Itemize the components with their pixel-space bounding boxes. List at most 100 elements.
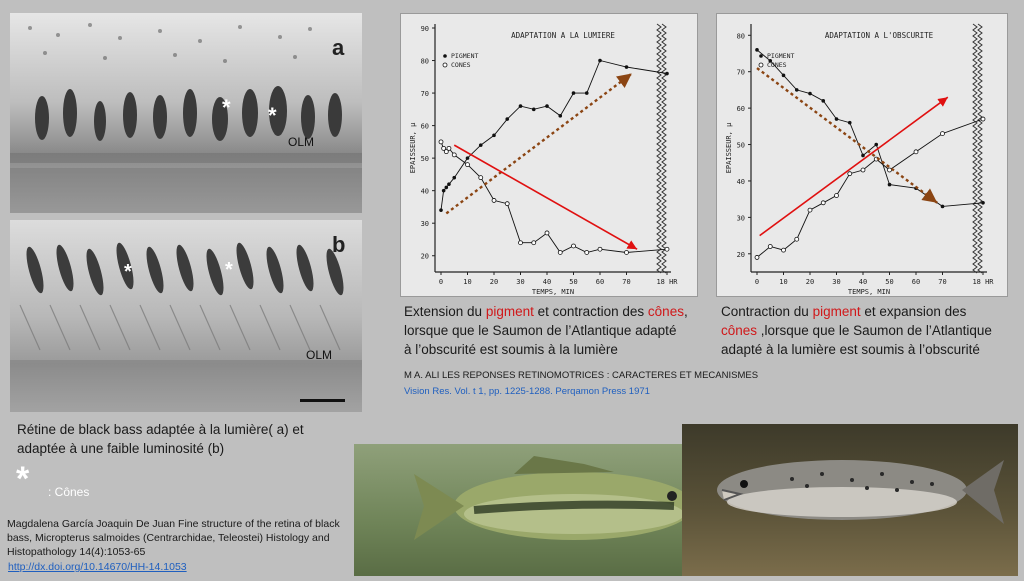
data-point bbox=[820, 200, 826, 206]
reference-garcia-link[interactable]: http://dx.doi.org/10.14670/HH-14.1053 bbox=[8, 561, 187, 573]
x-tick-label: 0 bbox=[439, 278, 443, 286]
trend-arrow-pigment bbox=[445, 72, 633, 215]
data-point bbox=[665, 71, 669, 76]
data-point bbox=[664, 246, 670, 252]
x-tick-label: 40 bbox=[859, 278, 867, 286]
y-tick-label: 80 bbox=[421, 58, 429, 66]
legend-label: PIGMENT bbox=[767, 52, 794, 60]
data-point bbox=[518, 240, 523, 246]
data-point bbox=[624, 250, 629, 255]
micrograph-a-olm: OLM bbox=[288, 135, 314, 149]
data-point bbox=[860, 167, 866, 173]
y-tick-label: 20 bbox=[737, 251, 745, 259]
data-point bbox=[767, 244, 773, 249]
data-point bbox=[754, 255, 760, 260]
series-line-0 bbox=[440, 59, 668, 211]
y-tick-label: 60 bbox=[421, 123, 429, 131]
x-tick-label: 70 bbox=[622, 278, 630, 286]
data-point bbox=[438, 139, 444, 145]
data-point bbox=[465, 162, 470, 168]
caption-dark-line3: adapté à la lumière est soumis à l’obscu… bbox=[721, 342, 980, 357]
data-point bbox=[940, 131, 945, 137]
trend-arrow-cones bbox=[453, 144, 638, 250]
data-point bbox=[834, 117, 839, 121]
legend-star: * bbox=[16, 460, 30, 498]
data-point bbox=[834, 193, 839, 198]
caption-light-part1: Extension du bbox=[404, 304, 486, 319]
x-tick-label: 10 bbox=[463, 278, 471, 286]
photo-atlantic-salmon bbox=[682, 424, 1018, 576]
caption-dark-pigment: pigment bbox=[812, 304, 861, 319]
y-tick-label: 40 bbox=[421, 188, 429, 196]
caption-light-part3: , bbox=[683, 304, 688, 319]
y-tick-label: 50 bbox=[737, 142, 745, 150]
data-point bbox=[492, 133, 496, 138]
data-point bbox=[874, 142, 879, 147]
x-tick-label: 50 bbox=[569, 278, 577, 286]
cone-marker-b2: * bbox=[225, 259, 233, 281]
caption-dark: Contraction du pigment et expansion des … bbox=[721, 302, 1021, 359]
x-tick-label: 50 bbox=[885, 278, 893, 286]
data-point bbox=[887, 182, 892, 187]
x-tick-label: 18 HR bbox=[972, 278, 994, 286]
axis-break bbox=[656, 23, 662, 274]
x-tick-label: 18 HR bbox=[656, 278, 678, 286]
x-tick-label: 20 bbox=[490, 278, 498, 286]
data-point bbox=[940, 204, 945, 209]
caption-light-part2: et contraction des bbox=[533, 304, 648, 319]
micrograph-a: a OLM * * bbox=[10, 13, 362, 213]
x-tick-label: 40 bbox=[543, 278, 551, 286]
legend-cones-text: : Cônes bbox=[48, 485, 90, 499]
data-point bbox=[531, 107, 536, 112]
data-point bbox=[847, 171, 853, 177]
chart-light-svg: 20 30 40 50 60 70 80 90 0 10 20 30 40 50 60 70 18 HR TEMP… bbox=[409, 23, 678, 296]
data-point bbox=[571, 91, 576, 95]
data-point bbox=[545, 104, 549, 108]
data-point bbox=[465, 156, 470, 160]
y-tick-label: 20 bbox=[421, 253, 429, 261]
micrograph-a-image: a OLM * * bbox=[10, 13, 362, 213]
legend-label: CONES bbox=[767, 61, 787, 69]
data-point bbox=[980, 116, 986, 122]
data-point bbox=[491, 198, 497, 203]
x-axis-label: TEMPS, MIN bbox=[848, 288, 890, 296]
legend-marker bbox=[442, 62, 448, 68]
caption-light-cones: cônes bbox=[647, 304, 684, 319]
data-point bbox=[624, 65, 629, 69]
data-point bbox=[597, 246, 603, 252]
data-point bbox=[913, 149, 919, 155]
data-point bbox=[781, 247, 786, 253]
axis-break bbox=[972, 23, 978, 274]
y-axis-label: EPAISSEUR, µ bbox=[409, 122, 417, 173]
caption-dark-part2: et expansion des bbox=[860, 304, 967, 319]
caption-light-line2: lorsque que le Saumon de l’Atlantique ad… bbox=[404, 323, 677, 338]
caption-dark-part1: Contraction du bbox=[721, 304, 813, 319]
data-point bbox=[478, 143, 483, 147]
data-point bbox=[544, 230, 550, 236]
x-tick-label: 10 bbox=[779, 278, 787, 286]
chart-dark-adaptation: 20 30 40 50 60 70 80 0 10 20 30 40 50 60 70 18 HR TEMPS,… bbox=[716, 13, 1008, 297]
micrograph-b-olm: OLM bbox=[306, 348, 332, 362]
data-point bbox=[768, 58, 773, 63]
data-point bbox=[558, 114, 563, 118]
x-tick-label: 70 bbox=[938, 278, 946, 286]
data-point bbox=[446, 145, 452, 151]
data-point bbox=[794, 236, 800, 242]
salmon-illustration bbox=[717, 460, 1004, 524]
legend-label: CONES bbox=[451, 61, 471, 69]
y-tick-label: 60 bbox=[737, 105, 745, 113]
series-line-1 bbox=[440, 141, 668, 254]
data-point bbox=[451, 152, 457, 158]
legend-marker bbox=[758, 62, 764, 68]
y-tick-label: 90 bbox=[421, 25, 429, 33]
data-point bbox=[478, 175, 484, 181]
x-axis-label: TEMPS, MIN bbox=[532, 288, 574, 296]
data-point bbox=[452, 175, 457, 180]
data-point bbox=[441, 188, 446, 193]
y-tick-label: 70 bbox=[421, 90, 429, 98]
caption-light-pigment: pigment bbox=[485, 304, 534, 319]
micrograph-b-image: b OLM * * bbox=[10, 220, 362, 412]
data-point bbox=[584, 91, 589, 95]
cone-marker-b1: * bbox=[124, 261, 132, 283]
caption-dark-cones: cônes bbox=[721, 323, 758, 338]
